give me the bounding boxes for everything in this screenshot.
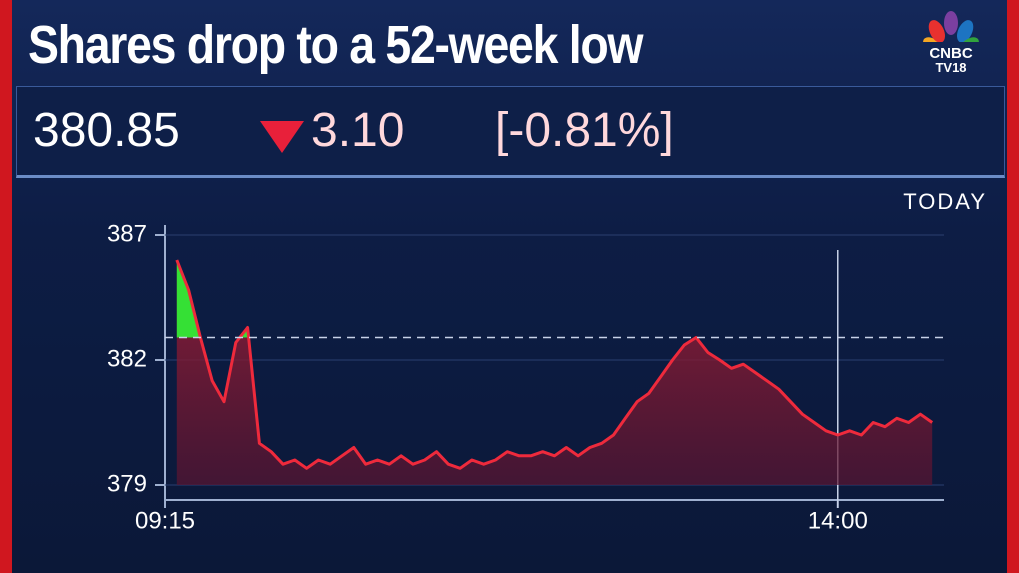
area [176, 260, 933, 485]
price-line [175, 259, 934, 470]
y-tick-label: 379 [107, 470, 147, 497]
quote-bar: 380.85 3.10 [-0.81%] [16, 86, 1005, 178]
y-tick-label: 382 [107, 345, 147, 372]
logo: CNBC TV18 [915, 8, 987, 74]
change: 3.10 [311, 104, 405, 157]
price: 380.85 [33, 104, 180, 157]
y-tick-label: 387 [107, 220, 147, 247]
period-label: TODAY [903, 189, 987, 214]
change-pct: [-0.81%] [495, 104, 674, 157]
x-tick-label: 09:15 [135, 507, 195, 534]
down-arrow [260, 121, 304, 153]
x-tick-label: 14:00 [808, 507, 868, 534]
logo-sub: TV18 [935, 60, 967, 75]
headline: Shares drop to a 52-week low [28, 15, 644, 75]
logo-text: CNBC [929, 45, 973, 62]
